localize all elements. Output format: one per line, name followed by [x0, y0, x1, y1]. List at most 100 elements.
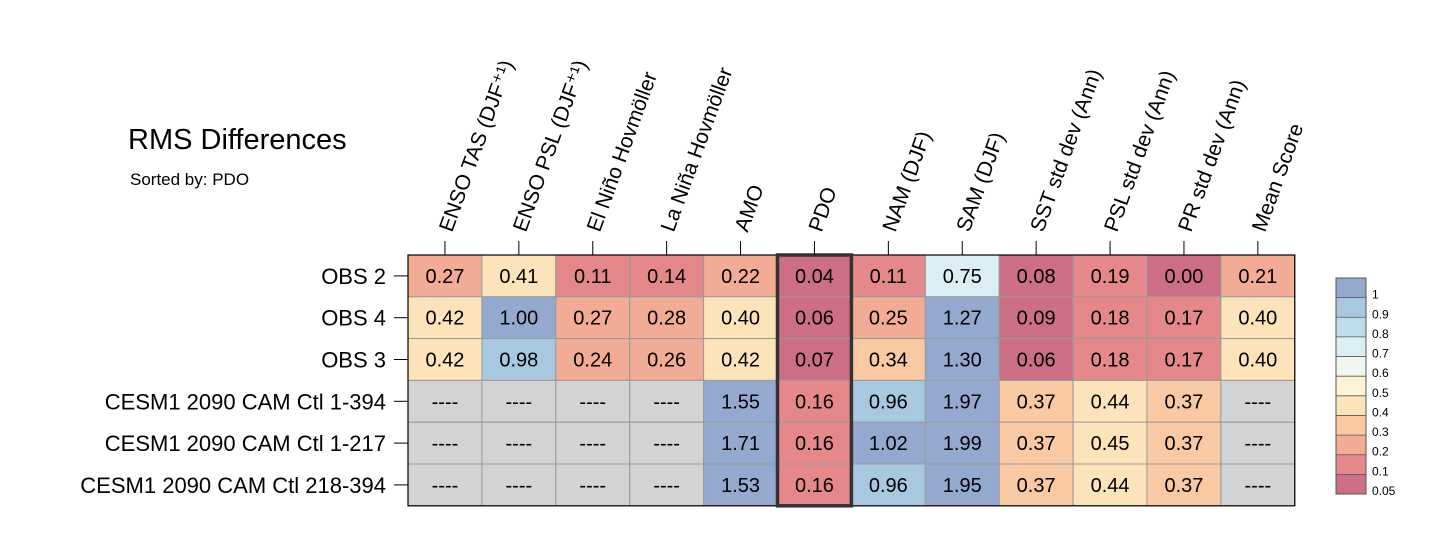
cell-value-label: 0.28	[647, 308, 686, 330]
column-label: NAM (DJF)	[878, 128, 936, 235]
row-label: OBS 2	[321, 264, 386, 289]
heatmap-cell	[629, 421, 705, 465]
cell-value-label: 0.16	[795, 391, 834, 413]
cell-value-label: 1.27	[943, 308, 982, 330]
cell-value-label: 0.96	[869, 475, 908, 497]
cell-value-label: 0.37	[1017, 475, 1056, 497]
column-label: ENSO PSL (DJF⁺¹)	[509, 57, 592, 235]
cell-value-label: 0.21	[1238, 266, 1277, 288]
heatmap-cell	[481, 296, 557, 340]
colorbar-tick-label: 0.6	[1372, 366, 1389, 380]
heatmap-cell	[850, 254, 926, 298]
cell-value-label: ----	[1245, 475, 1272, 497]
cell-value-label: ----	[653, 433, 680, 455]
heatmap-cell	[481, 463, 557, 507]
cell-value-label: 0.40	[1238, 350, 1277, 372]
cell-value-label: 0.22	[721, 266, 760, 288]
cell-value-label: ----	[579, 433, 606, 455]
cell-value-label: ----	[653, 391, 680, 413]
cell-value-label: ----	[1245, 433, 1272, 455]
cell-value-label: 1.00	[499, 308, 538, 330]
column-label: SST std dev (Ann)	[1026, 66, 1106, 235]
cell-value-label: 0.27	[573, 308, 612, 330]
heatmap-cell	[850, 463, 926, 507]
colorbar-tick-label: 0.4	[1372, 405, 1389, 419]
colorbar-tick-label: 1	[1372, 288, 1379, 302]
heatmap-cell	[555, 421, 631, 465]
heatmap-cell	[1072, 463, 1148, 507]
heatmap-cell	[481, 338, 557, 381]
colorbar-swatch	[1336, 356, 1366, 377]
heatmap-cell	[1220, 379, 1296, 423]
cell-value-label: 0.26	[647, 350, 686, 372]
cell-value-label: 0.98	[499, 350, 538, 372]
cell-value-label: 0.25	[869, 308, 908, 330]
colorbar-swatch	[1336, 317, 1366, 337]
cell-value-label: ----	[432, 433, 459, 455]
cell-value-label: 0.34	[869, 350, 908, 372]
colorbar-tick-label: 0.9	[1372, 307, 1389, 321]
cell-value-label: 0.44	[1091, 391, 1130, 413]
cell-value-label: 0.37	[1164, 475, 1203, 497]
colorbar-frame	[1335, 277, 1367, 495]
cell-value-label: ----	[432, 391, 459, 413]
cell-value-label: 0.40	[721, 308, 760, 330]
cell-value-label: 0.08	[1017, 266, 1056, 288]
cell-value-label: ----	[506, 433, 533, 455]
colorbar-tick-label: 0.1	[1372, 464, 1389, 478]
cell-value-label: 0.40	[1238, 308, 1277, 330]
cell-value-label: ----	[579, 391, 606, 413]
cell-value-label: 0.17	[1164, 350, 1203, 372]
heatmap-cell	[1072, 296, 1148, 340]
cell-value-label: 1.95	[943, 475, 982, 497]
cell-value-label: 1.55	[721, 391, 760, 413]
row-label: CESM1 2090 CAM Ctl 1-217	[105, 431, 386, 456]
colorbar-swatch	[1336, 376, 1366, 396]
column-label: ENSO TAS (DJF⁺¹)	[435, 57, 518, 235]
row-label: OBS 3	[321, 348, 386, 373]
heatmap-cell	[924, 338, 1000, 381]
heatmap-cell	[407, 463, 483, 507]
cell-value-label: 0.27	[425, 266, 464, 288]
column-label: PDO	[805, 184, 842, 235]
chart-subtitle: Sorted by: PDO	[130, 170, 250, 189]
cell-value-label: ----	[506, 391, 533, 413]
colorbar-tick-label: 0.5	[1372, 386, 1389, 400]
heatmap-cell	[629, 463, 705, 507]
heatmap-cell	[777, 421, 852, 465]
cell-value-label: 0.19	[1091, 266, 1130, 288]
cell-value-label: 1.71	[721, 433, 760, 455]
heatmap-cell	[998, 338, 1074, 381]
cell-value-label: 0.11	[574, 266, 611, 288]
heatmap-cell	[703, 296, 778, 340]
colorbar-swatch	[1336, 435, 1366, 455]
cell-value-label: 0.18	[1091, 308, 1130, 330]
heatmap-cell	[777, 296, 852, 340]
cell-value-label: 0.06	[795, 308, 834, 330]
cell-value-label: 1.53	[721, 475, 760, 497]
cell-value-label: 1.97	[943, 391, 982, 413]
cell-value-label: ----	[1245, 391, 1272, 413]
cell-value-label: 0.42	[425, 308, 464, 330]
cell-value-label: 0.06	[1017, 350, 1056, 372]
heatmap-cell	[629, 338, 705, 381]
column-label: El Niño Hovmöller	[583, 69, 662, 235]
cell-value-label: 0.75	[943, 266, 982, 288]
colorbar-swatch	[1336, 395, 1366, 416]
heatmap-cell	[1072, 379, 1148, 423]
cell-value-label: 0.00	[1164, 266, 1203, 288]
heatmap-cell	[1146, 296, 1222, 340]
cell-value-label: 0.16	[795, 433, 834, 455]
colorbar-tick-label: 0.05	[1372, 484, 1396, 498]
row-label: OBS 4	[321, 306, 386, 331]
column-label: PR std dev (Ann)	[1174, 77, 1250, 235]
colorbar-swatch	[1336, 474, 1366, 494]
cell-value-label: 0.18	[1091, 350, 1130, 372]
cell-value-label: 0.45	[1091, 433, 1130, 455]
heatmap-cell	[1146, 421, 1222, 465]
colorbar-swatch	[1336, 415, 1366, 436]
heatmap-cell	[1146, 379, 1222, 423]
cell-value-label: 1.99	[943, 433, 982, 455]
heatmap-cell	[407, 254, 483, 298]
column-label: Mean Score	[1248, 120, 1308, 234]
